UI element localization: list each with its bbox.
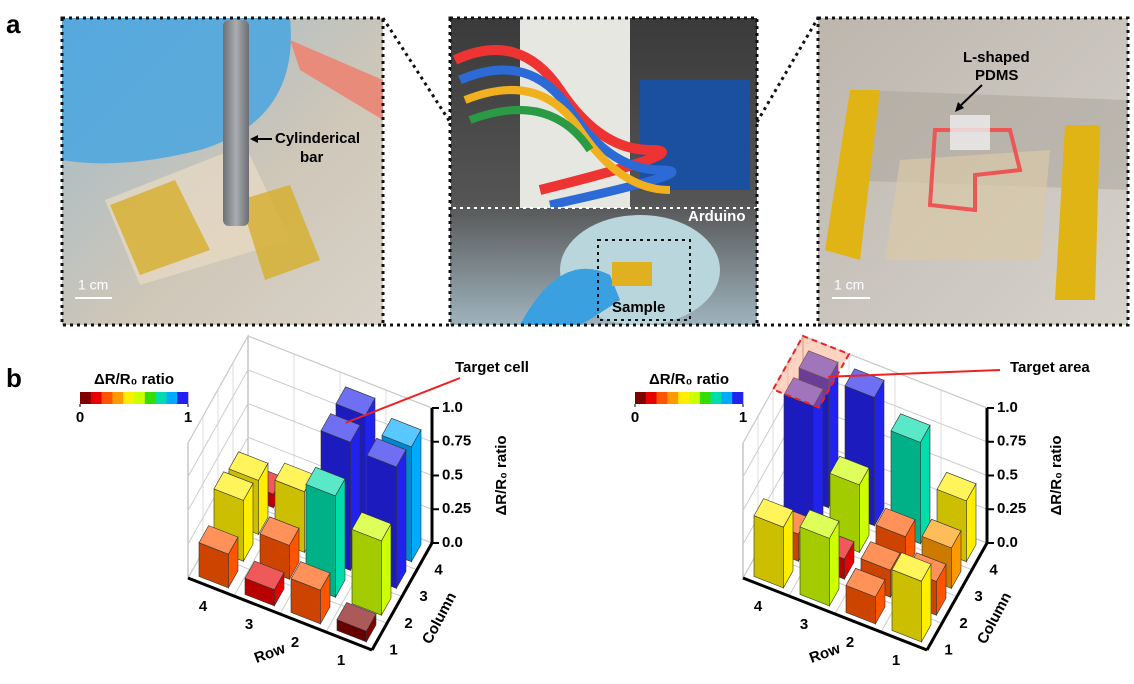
z-tick-label: 0.0 <box>997 534 1018 551</box>
colorbar-swatch <box>80 392 91 404</box>
bar-face <box>411 430 421 562</box>
row-label: 3 <box>245 616 253 633</box>
annotation: Cylinderical <box>275 130 360 147</box>
annotation: Target cell <box>455 359 529 376</box>
bar-face <box>800 527 829 606</box>
colorbar-swatch <box>635 392 646 404</box>
photo-right: 1 cm L-shaped PDMS <box>818 18 1128 325</box>
colorbar-swatch <box>91 392 102 404</box>
annotation: bar <box>300 149 324 166</box>
colorbar-swatch <box>112 392 123 404</box>
scale-label: 1 cm <box>834 277 864 293</box>
colorbar-swatch <box>177 392 188 404</box>
bar <box>754 499 793 588</box>
colorbar-title: ΔR/R₀ ratio <box>94 371 174 388</box>
colorbar-swatch <box>145 392 156 404</box>
colorbar-swatch <box>156 392 167 404</box>
colorbar-swatch <box>667 392 678 404</box>
z-axis-title: ΔR/R₀ ratio <box>493 435 510 515</box>
colorbar-tick-label: 1 <box>184 409 192 426</box>
bar <box>199 526 238 588</box>
photo-left: 1 cm Cylinderical bar <box>62 18 383 325</box>
row-label: 1 <box>892 652 900 669</box>
column-label: 4 <box>989 561 998 578</box>
row-axis-title: Row <box>252 640 288 667</box>
row-label: 1 <box>337 652 345 669</box>
bar-face <box>754 516 783 588</box>
colorbar-title: ΔR/R₀ ratio <box>649 371 729 388</box>
bar <box>892 553 931 642</box>
panel-label: a <box>6 9 21 39</box>
bar-face <box>874 380 884 525</box>
z-tick-label: 0.5 <box>997 466 1018 483</box>
z-tick-label: 1.0 <box>442 399 463 416</box>
z-axis-title: ΔR/R₀ ratio <box>1048 435 1065 515</box>
row-label: 2 <box>846 634 854 651</box>
row-label: 4 <box>754 598 763 615</box>
bar-face <box>396 450 406 589</box>
colorbar-swatch <box>134 392 145 404</box>
colorbar-swatch <box>102 392 113 404</box>
figure: a 1 cm Cylinderical bar Arduino Sample <box>0 0 1134 679</box>
column-label: 4 <box>434 561 443 578</box>
panel-label: b <box>6 363 22 393</box>
column-label: 1 <box>944 642 952 659</box>
row-label: 4 <box>199 598 208 615</box>
scale-label: 1 cm <box>78 277 108 293</box>
label: Arduino <box>688 208 746 225</box>
colorbar-swatch <box>711 392 722 404</box>
colorbar-tick-label: 1 <box>739 409 747 426</box>
row-axis-title: Row <box>807 640 843 667</box>
bar <box>352 512 391 615</box>
column-label: 3 <box>419 588 427 605</box>
colorbar-swatch <box>646 392 657 404</box>
column-label: 2 <box>959 615 967 632</box>
colorbar-swatch <box>123 392 134 404</box>
bar-face <box>892 570 921 642</box>
bar <box>800 510 839 606</box>
z-tick-label: 0.5 <box>442 466 463 483</box>
bar-face <box>335 479 345 597</box>
annotation: Target area <box>1010 359 1090 376</box>
label: Sample <box>612 299 665 316</box>
colorbar-swatch <box>678 392 689 404</box>
annotation: PDMS <box>975 67 1018 84</box>
photo-center: Arduino Sample <box>450 18 757 325</box>
colorbar-swatch <box>732 392 743 404</box>
row-label: 3 <box>800 616 808 633</box>
column-label: 2 <box>404 615 412 632</box>
z-tick-label: 0.75 <box>442 433 471 450</box>
z-tick-label: 0.0 <box>442 534 463 551</box>
colorbar-swatch <box>700 392 711 404</box>
colorbar-swatch <box>689 392 700 404</box>
row-label: 2 <box>291 634 299 651</box>
column-label: 3 <box>974 588 982 605</box>
z-tick-label: 0.25 <box>997 500 1026 517</box>
bar <box>291 562 330 624</box>
colorbar-tick-label: 0 <box>76 409 84 426</box>
column-label: 1 <box>389 642 397 659</box>
z-tick-label: 1.0 <box>997 399 1018 416</box>
z-tick-label: 0.75 <box>997 433 1026 450</box>
annotation: L-shaped <box>963 49 1030 66</box>
colorbar-swatch <box>657 392 668 404</box>
bar-face <box>352 529 381 615</box>
z-tick-label: 0.25 <box>442 500 471 517</box>
colorbar-swatch <box>166 392 177 404</box>
colorbar-tick-label: 0 <box>631 409 639 426</box>
colorbar-swatch <box>721 392 732 404</box>
